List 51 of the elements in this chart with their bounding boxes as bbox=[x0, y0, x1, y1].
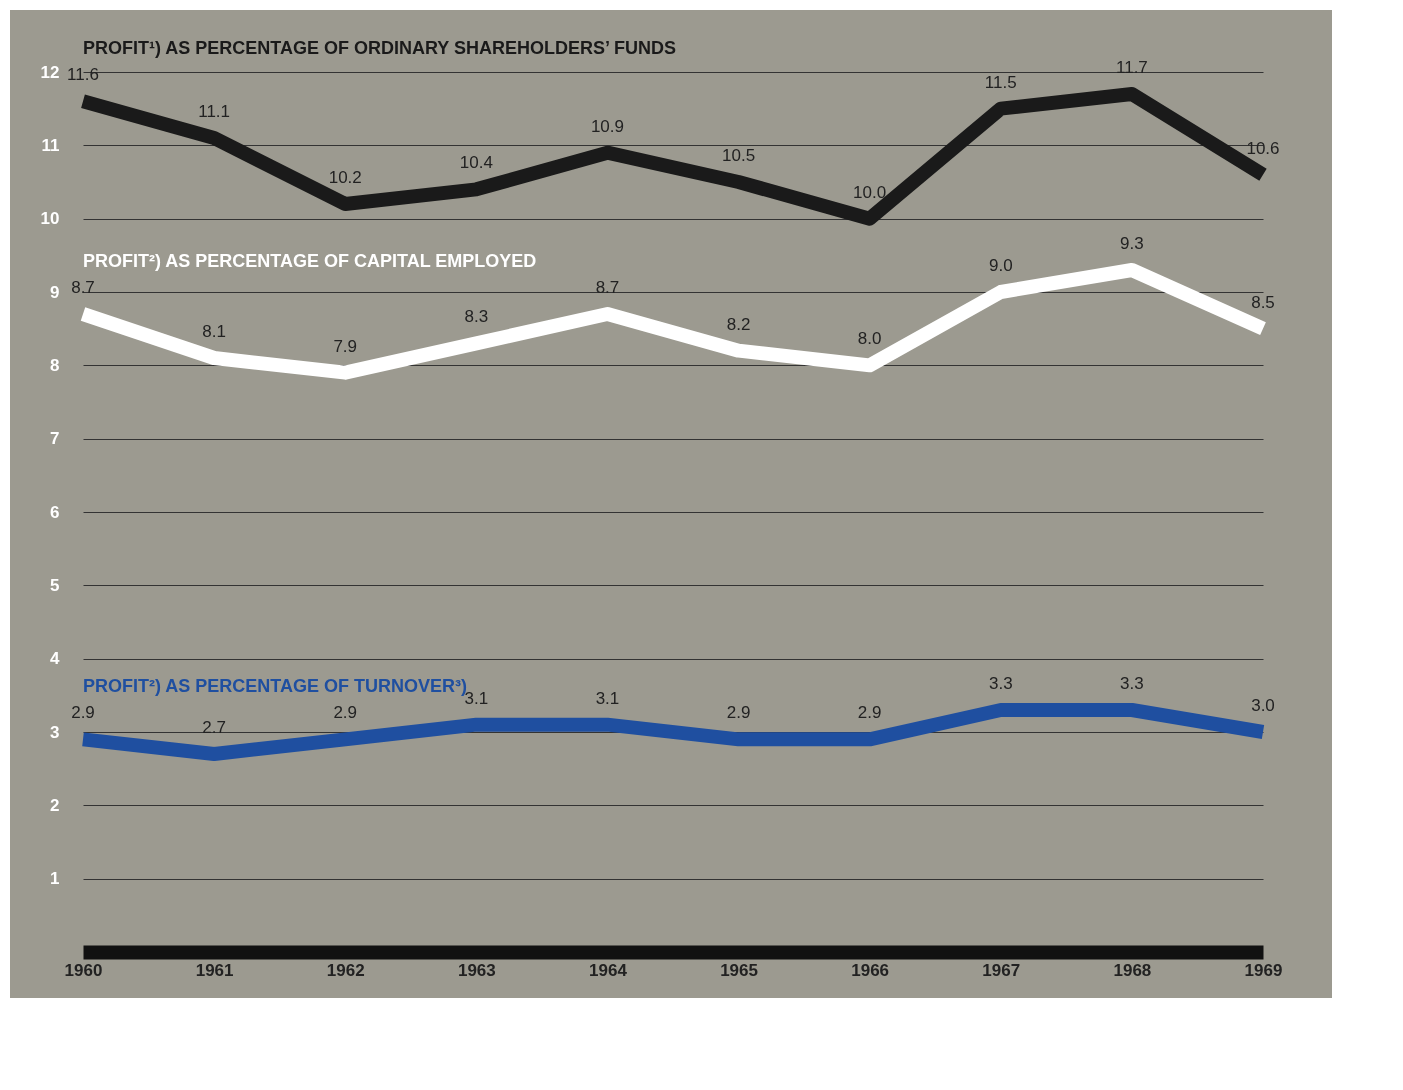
x-tick-label: 1960 bbox=[64, 960, 103, 980]
data-label: 8.5 bbox=[1251, 292, 1275, 312]
data-label: 2.9 bbox=[333, 703, 358, 723]
data-label: 8.7 bbox=[71, 278, 95, 297]
data-label: 9.3 bbox=[1120, 234, 1144, 253]
data-label: 11.6 bbox=[67, 65, 99, 85]
series-label: PROFIT²) AS PERCENTAGE OF TURNOVER³) bbox=[83, 676, 467, 697]
data-label: 8.2 bbox=[726, 314, 751, 334]
data-label: 11.5 bbox=[984, 72, 1017, 92]
y-tick-label: 5 bbox=[50, 575, 60, 595]
y-tick-label: 12 bbox=[40, 62, 60, 82]
data-label: 10.0 bbox=[853, 182, 887, 202]
y-tick-label: 10 bbox=[40, 209, 60, 229]
data-label: 10.5 bbox=[722, 146, 756, 165]
y-tick-label: 1 bbox=[50, 869, 60, 889]
data-label: 2.9 bbox=[857, 703, 882, 723]
text: PROFIT²) AS PERCENTAGE OF CAPITAL EMPLOYED bbox=[83, 251, 537, 271]
data-label: 8.3 bbox=[464, 307, 489, 327]
data-label: 11.1 bbox=[198, 102, 231, 121]
x-tick-label: 1961 bbox=[195, 960, 234, 980]
y-tick-label: 6 bbox=[50, 502, 60, 522]
data-label: 3.0 bbox=[1251, 696, 1275, 715]
data-label: 9.0 bbox=[988, 256, 1013, 275]
y-tick-label: 3 bbox=[50, 722, 60, 742]
x-tick-label: 1963 bbox=[457, 960, 496, 980]
y-tick-label: 9 bbox=[50, 282, 60, 302]
x-tick-label: 1964 bbox=[589, 960, 628, 980]
x-tick-label: 1962 bbox=[326, 960, 365, 980]
x-tick-label: 1966 bbox=[851, 960, 890, 980]
x-tick-label: 1968 bbox=[1113, 960, 1152, 980]
y-tick-label: 8 bbox=[50, 355, 60, 375]
data-label: 10.6 bbox=[1246, 138, 1280, 158]
data-label: 7.9 bbox=[333, 336, 358, 356]
data-label: 8.1 bbox=[202, 322, 226, 341]
y-tick-label: 2 bbox=[50, 795, 60, 815]
data-label: 3.3 bbox=[1120, 674, 1144, 693]
text: PROFIT¹) AS PERCENTAGE OF ORDINARY SHAREHOLDERS’ FUNDS bbox=[83, 38, 677, 59]
data-label: 2.9 bbox=[726, 703, 751, 723]
y-tick-label: 11 bbox=[41, 135, 60, 155]
data-label: 2.9 bbox=[71, 703, 95, 723]
x-tick-label: 1969 bbox=[1244, 960, 1283, 980]
x-tick-label: 1967 bbox=[982, 960, 1021, 980]
data-label: 3.1 bbox=[595, 688, 620, 708]
data-label: 10.9 bbox=[590, 116, 624, 136]
x-tick-label: 1965 bbox=[720, 960, 758, 980]
data-label: 3.3 bbox=[988, 674, 1013, 693]
y-tick-label: 7 bbox=[50, 429, 60, 449]
data-label: 8.0 bbox=[857, 329, 882, 349]
data-label: 10.4 bbox=[459, 153, 493, 173]
data-label: 10.2 bbox=[328, 168, 362, 187]
y-tick-label: 4 bbox=[50, 649, 61, 669]
